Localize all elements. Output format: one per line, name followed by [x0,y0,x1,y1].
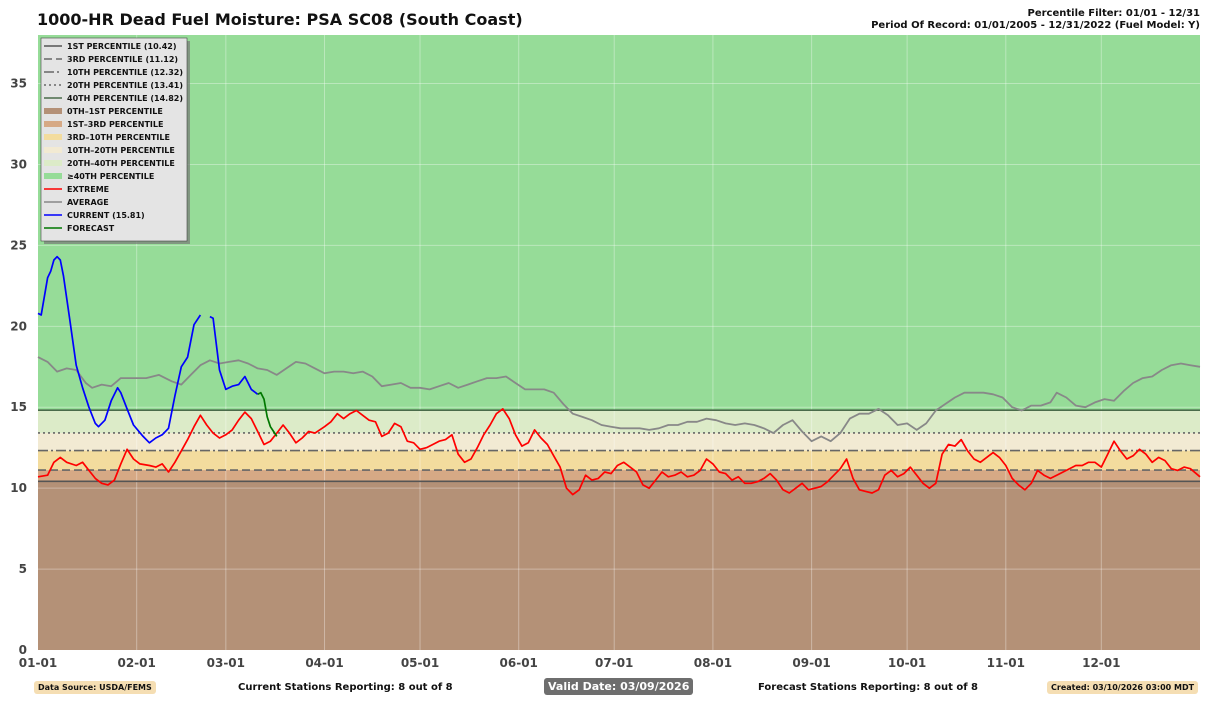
legend-box [40,37,188,242]
series-line-1 [37,356,1201,443]
legend-label-3: 20TH PERCENTILE (13.41) [67,81,183,90]
y-tick-label-2: 10 [10,481,27,495]
series-line-3 [257,391,278,437]
band-4 [38,410,1200,433]
x-tick-label-3: 04-01 [305,656,343,670]
x-tick-label-7: 08-01 [694,656,732,670]
legend-label-10: ≥40TH PERCENTILE [67,172,154,181]
x-tick-label-11: 12-01 [1082,656,1120,670]
legend-swatch-8 [44,147,62,153]
series-line-0 [37,408,1201,496]
band-1 [38,470,1200,482]
y-tick-label-5: 25 [10,238,27,252]
x-tick-label-8: 09-01 [792,656,830,670]
chart-title: 1000-HR Dead Fuel Moisture: PSA SC08 (So… [37,10,523,29]
legend-label-5: 0TH–1ST PERCENTILE [67,107,163,116]
legend-label-1: 3RD PERCENTILE (11.12) [67,55,178,64]
percentile-filter-label: Percentile Filter: 01/01 - 12/31 [1027,8,1200,19]
band-2 [38,450,1200,471]
x-tick-label-5: 06-01 [500,656,538,670]
data-source-text: Data Source: USDA/FEMS [34,681,156,694]
legend-label-8: 10TH–20TH PERCENTILE [67,146,175,155]
series-line-2 [37,255,259,444]
period-of-record-label: Period Of Record: 01/01/2005 - 12/31/202… [871,20,1200,31]
y-tick-label-6: 30 [10,157,27,171]
valid-date-text: Valid Date: 03/09/2026 [544,678,694,695]
valid-date-badge: Valid Date: 03/09/2026 [544,678,694,695]
legend-swatch-7 [44,134,62,140]
x-tick-label-6: 07-01 [595,656,633,670]
legend-swatch-5 [44,108,62,114]
legend-label-0: 1ST PERCENTILE (10.42) [67,42,177,51]
current-stations-label: Current Stations Reporting: 8 out of 8 [238,682,453,693]
band-0 [38,481,1200,650]
band-3 [38,432,1200,451]
y-tick-label-7: 35 [10,77,27,91]
y-tick-label-3: 15 [10,400,27,414]
x-tick-label-4: 05-01 [401,656,439,670]
legend-label-9: 20TH–40TH PERCENTILE [67,159,175,168]
legend-label-6: 1ST–3RD PERCENTILE [67,120,163,129]
legend-label-11: EXTREME [67,185,109,194]
legend-swatch-9 [44,160,62,166]
legend-label-12: AVERAGE [67,198,109,207]
legend-swatch-10 [44,173,62,179]
y-tick-label-4: 20 [10,319,27,333]
legend-label-7: 3RD–10TH PERCENTILE [67,133,170,142]
data-source-badge: Data Source: USDA/FEMS [34,681,156,694]
x-tick-label-1: 02-01 [117,656,155,670]
band-5 [38,35,1200,411]
legend-label-13: CURRENT (15.81) [67,211,145,220]
created-text: Created: 03/10/2026 03:00 MDT [1047,681,1199,694]
x-tick-label-9: 10-01 [888,656,926,670]
forecast-stations-label: Forecast Stations Reporting: 8 out of 8 [758,682,979,693]
created-badge: Created: 03/10/2026 03:00 MDT [1047,681,1199,694]
legend-swatch-6 [44,121,62,127]
chart-plot: 0 5 10 15 20 25 30 35 01-01 02-01 03-01 04-01 05-01 0… [10,35,1201,670]
legend-label-14: FORECAST [67,224,115,233]
y-tick-label-0: 0 [19,643,27,657]
y-tick-label-1: 5 [19,562,27,576]
x-tick-label-2: 03-01 [207,656,245,670]
x-tick-label-10: 11-01 [987,656,1025,670]
legend-label-4: 40TH PERCENTILE (14.82) [67,94,183,103]
x-tick-label-0: 01-01 [19,656,57,670]
legend-label-2: 10TH PERCENTILE (12.32) [67,68,183,77]
